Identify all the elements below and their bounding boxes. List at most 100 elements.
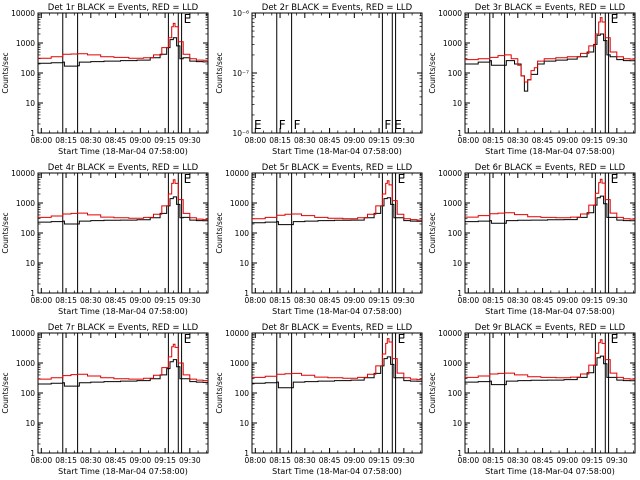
y-tick-label: 10000 [11,9,35,18]
x-axis-label: Start Time (18-Mar-04 07:58:00) [485,307,615,316]
time-marker-label: E [398,332,406,346]
y-tick-label: 1000 [16,39,35,48]
y-tick-label: 100 [448,69,463,78]
y-tick-label: 10000 [11,169,35,178]
y-tick-label: 10 [452,99,462,108]
panel-det-9: Det 9r BLACK = Events, RED = LLD Counts/s… [428,323,636,476]
y-tick-label: 10000 [225,169,249,178]
y-axis-label: Counts/sec [428,52,437,93]
y-tick-label: 10 [452,419,462,428]
time-marker-label: F [384,118,391,132]
x-axis-label: Start Time (18-Mar-04 07:58:00) [58,307,188,316]
x-axis-label: Start Time (18-Mar-04 07:58:00) [272,467,402,476]
x-tick-label: 09:30 [393,136,415,145]
y-tick-label: 100 [21,389,36,398]
y-axis-label: Counts/sec [1,372,10,413]
x-tick-label: 09:15 [154,296,176,305]
time-marker-label: E [184,332,192,346]
x-tick-label: 08:15 [55,136,77,145]
time-marker-label: E [394,118,402,132]
x-tick-label: 09:00 [344,296,366,305]
x-tick-label: 09:00 [130,296,152,305]
series-events-line [465,355,635,386]
x-axis-label: Start Time (18-Mar-04 07:58:00) [58,147,188,156]
x-axis-label: Start Time (18-Mar-04 07:58:00) [272,307,402,316]
x-tick-label: 09:15 [368,136,390,145]
y-tick-label: 10000 [11,329,35,338]
x-tick-label: 08:45 [319,296,341,305]
time-marker-label: E [398,172,406,186]
x-tick-label: 09:30 [606,456,628,465]
x-tick-label: 08:15 [482,296,504,305]
y-tick-label: 100 [21,229,36,238]
y-tick-label: 10 [239,419,249,428]
x-tick-label: 08:15 [269,296,291,305]
time-marker-label: E [611,172,619,186]
panel-det-6: Det 6r BLACK = Events, RED = LLD Counts/s… [428,163,636,316]
x-tick-label: 08:30 [80,456,102,465]
x-tick-label: 09:00 [344,456,366,465]
x-tick-label: 08:45 [319,136,341,145]
y-tick-label: 10000 [438,9,462,18]
y-tick-label: 1000 [16,359,35,368]
x-tick-label: 08:45 [532,296,554,305]
y-tick-label: 10 [25,259,35,268]
x-tick-label: 08:45 [532,136,554,145]
y-tick-label: 100 [448,229,463,238]
y-tick-label: 100 [235,389,250,398]
series-lld-line [465,17,636,83]
y-tick-label: 10⁻⁶ [232,9,249,18]
x-tick-label: 08:15 [55,456,77,465]
x-axis-label: Start Time (18-Mar-04 07:58:00) [272,147,402,156]
x-tick-label: 08:30 [507,456,529,465]
y-tick-label: 1 [244,449,249,458]
x-tick-label: 08:30 [507,296,529,305]
x-tick-label: 08:00 [30,456,52,465]
series-lld-line [252,338,422,381]
series-events-line [38,196,208,225]
x-tick-label: 09:15 [154,456,176,465]
x-tick-label: 08:30 [294,136,316,145]
y-tick-label: 1000 [230,359,249,368]
x-tick-label: 09:15 [368,456,390,465]
time-marker-label: E [611,332,619,346]
x-tick-label: 09:00 [557,456,579,465]
plot-title: Det 3r BLACK = Events, RED = LLD [475,3,626,13]
x-tick-label: 09:15 [581,136,603,145]
x-tick-label: 09:30 [179,456,201,465]
series-events-line [465,195,635,224]
x-tick-label: 08:15 [55,296,77,305]
x-tick-label: 08:45 [105,456,127,465]
y-tick-label: 1 [457,289,462,298]
panel-det-2: Det 2r BLACK = Events, RED = LLD Counts/s… [215,3,423,156]
series-events-line [252,356,422,389]
y-axis-label: Counts/sec [1,52,10,93]
x-tick-label: 09:00 [130,136,152,145]
panel-det-7: Det 7r BLACK = Events, RED = LLD Counts/s… [1,323,209,476]
plot-title: Det 1r BLACK = Events, RED = LLD [48,3,199,13]
y-tick-label: 10⁻⁸ [232,129,249,138]
series-events-line [38,359,208,387]
y-tick-label: 100 [21,69,36,78]
time-marker-label: F [294,118,301,132]
plot-title: Det 8r BLACK = Events, RED = LLD [262,323,413,333]
x-tick-label: 08:30 [507,136,529,145]
x-tick-label: 08:30 [294,296,316,305]
y-axis-label: Counts/sec [1,212,10,253]
y-axis-label: Counts/sec [428,372,437,413]
x-tick-label: 08:00 [30,136,52,145]
panel-det-4: Det 4r BLACK = Events, RED = LLD Counts/s… [1,163,209,316]
panel-det-1: Det 1r BLACK = Events, RED = LLD Counts/s… [1,3,209,156]
x-tick-label: 09:00 [130,456,152,465]
x-tick-label: 08:00 [244,296,266,305]
plot-title: Det 6r BLACK = Events, RED = LLD [475,163,626,173]
series-lld-line [38,179,208,221]
series-events-line [252,197,422,226]
x-tick-label: 09:00 [557,136,579,145]
series-lld-line [465,339,635,380]
plot-title: Det 9r BLACK = Events, RED = LLD [475,323,626,333]
y-tick-label: 10 [25,99,35,108]
y-tick-label: 1 [244,289,249,298]
plot-title: Det 7r BLACK = Events, RED = LLD [48,323,199,333]
